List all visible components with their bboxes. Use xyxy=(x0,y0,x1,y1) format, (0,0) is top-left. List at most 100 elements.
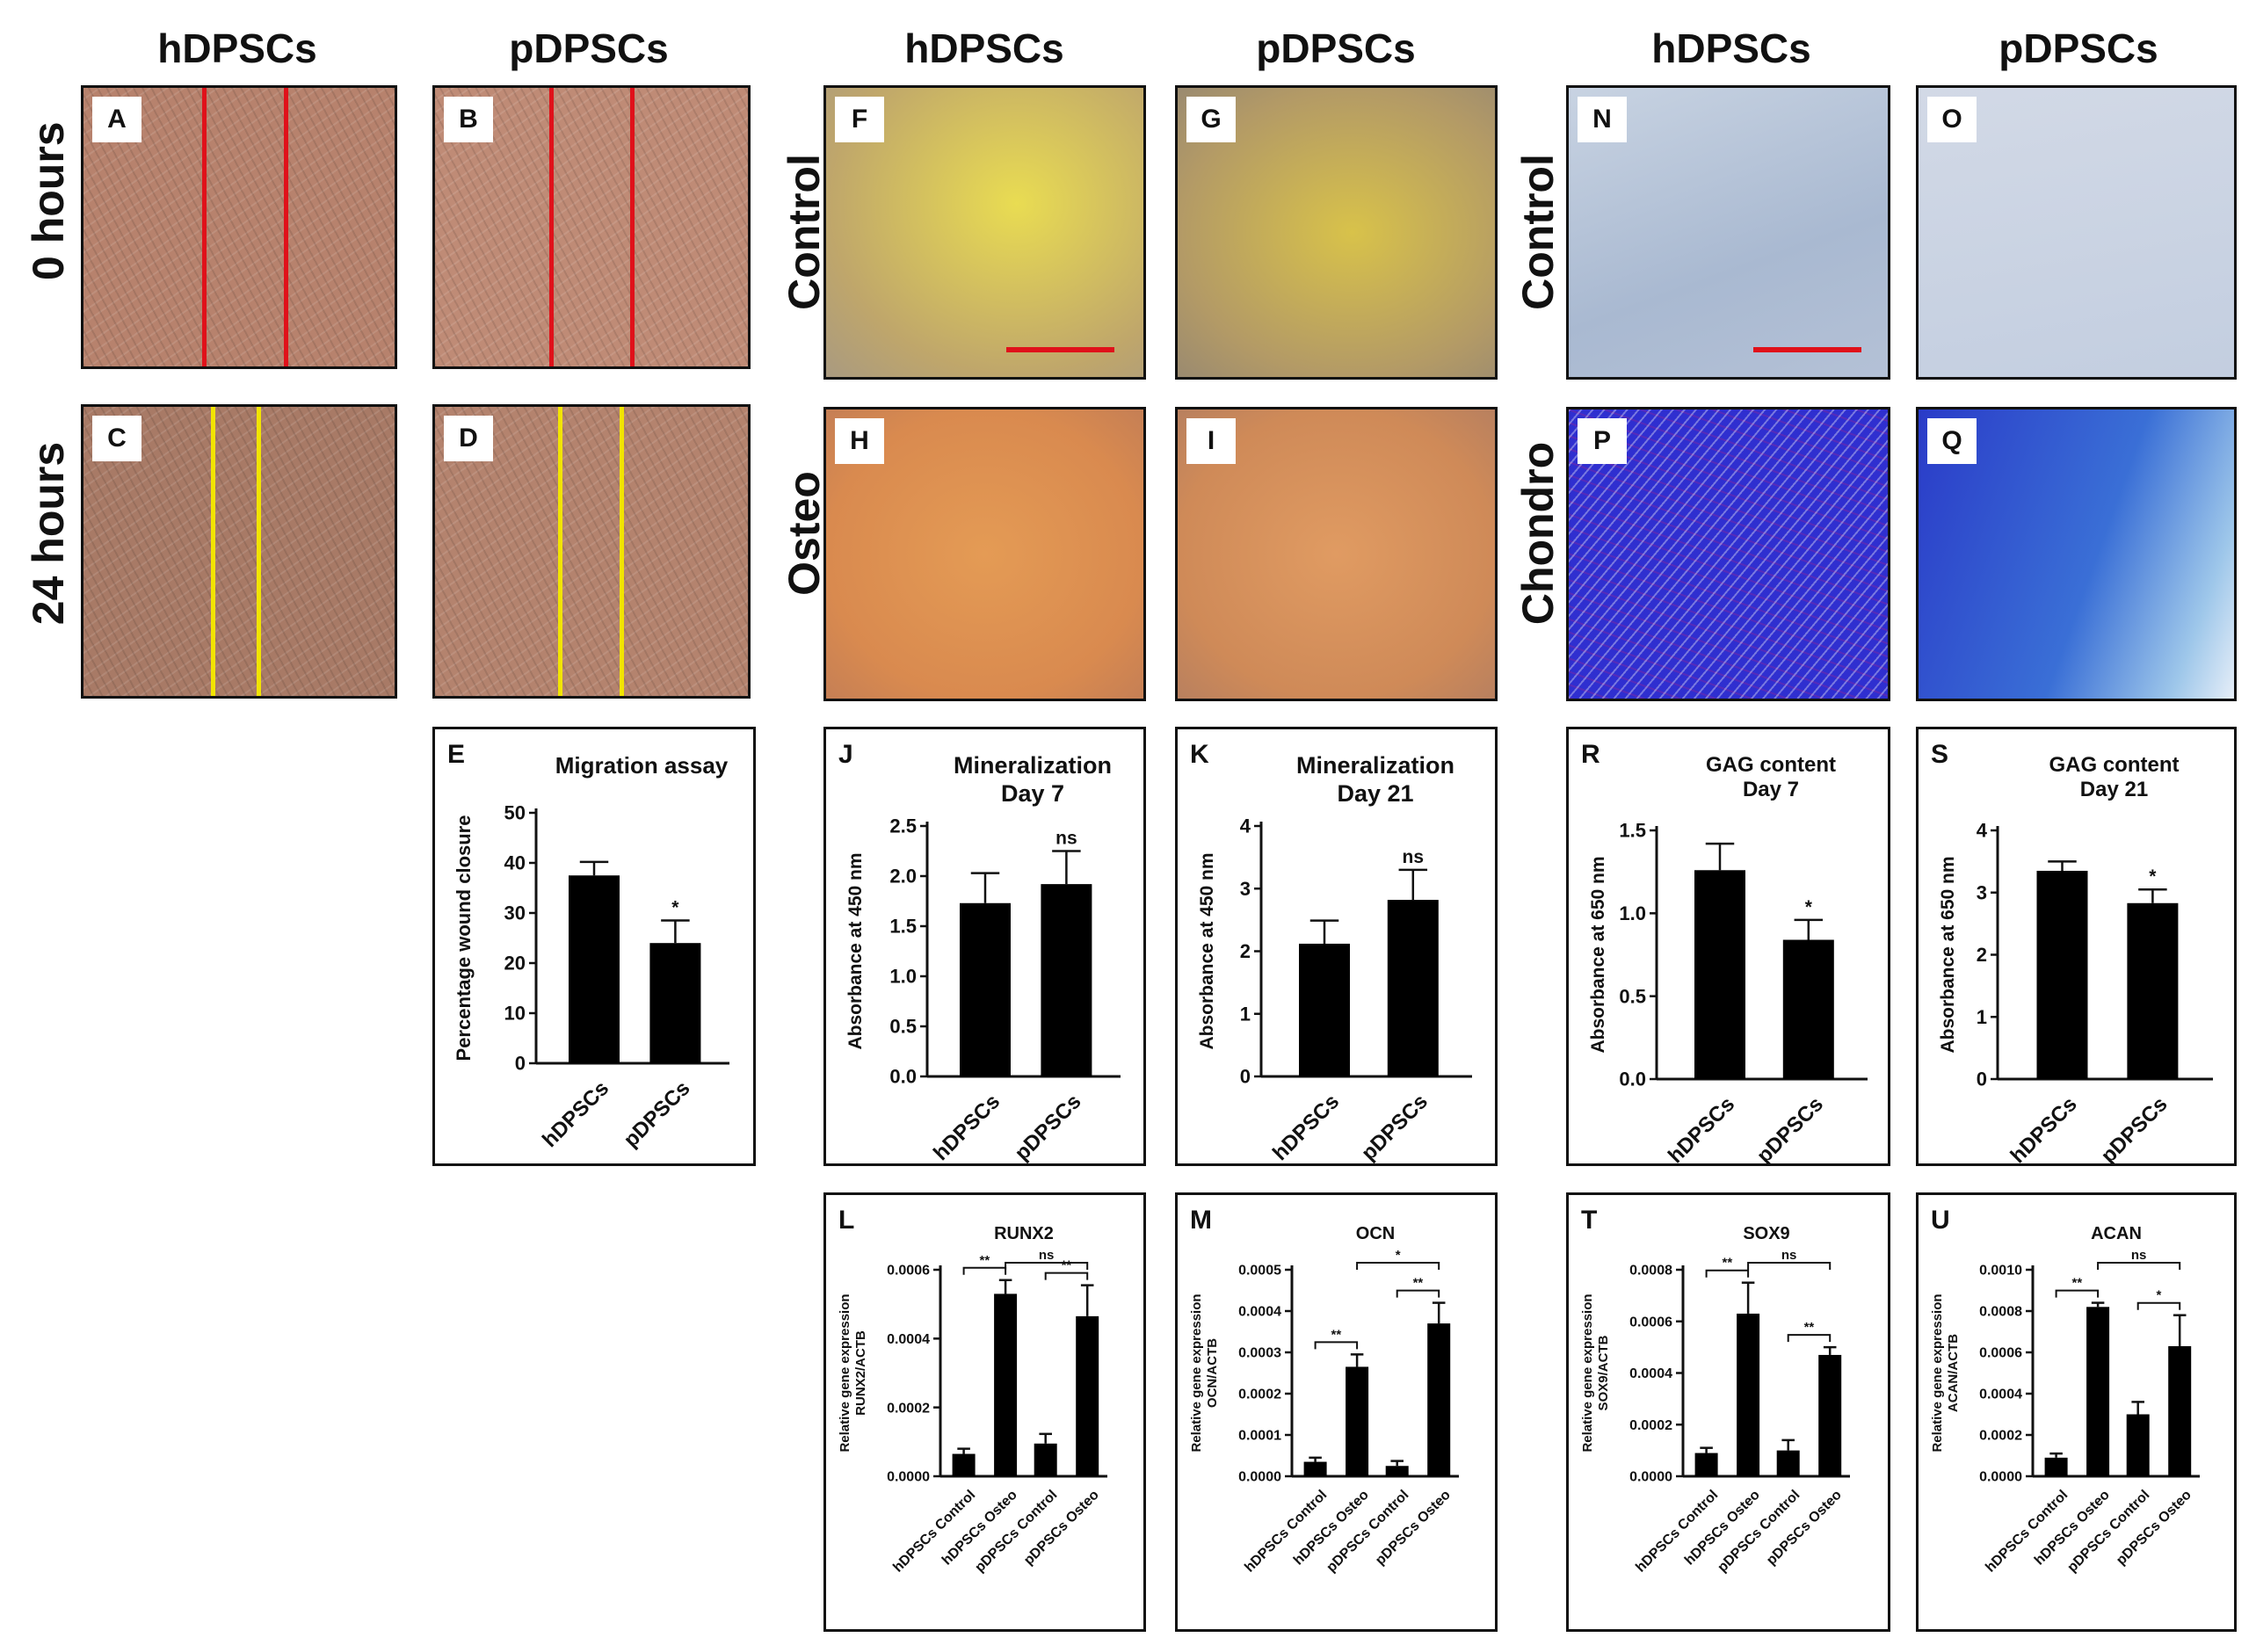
x-tick-label: pDPSCs Osteo xyxy=(2114,1488,2194,1569)
bar xyxy=(1303,1461,1327,1476)
panel-letter: A xyxy=(92,97,141,142)
y-tick-label: 0.0008 xyxy=(1629,1264,1672,1279)
panel-letter: E xyxy=(447,740,466,769)
significance-bracket xyxy=(1005,1262,1089,1270)
panel-letter: U xyxy=(1931,1206,1950,1235)
chart-panel-r: R GAG content Day 7 0.0 0.5 1.0 1.5 Absorbance … xyxy=(1566,727,1890,1166)
chart-panel-l: L RUNX2 0.0000 0.0002 0.0004 0.0006 Relative g… xyxy=(823,1192,1146,1632)
panel-letter: F xyxy=(835,97,884,142)
y-tick-label: 0.0004 xyxy=(887,1332,930,1347)
y-axis-label: Absorbance at 450 nm xyxy=(845,852,866,1049)
significance-label: ** xyxy=(2072,1276,2083,1291)
y-tick-label: 1.5 xyxy=(1619,820,1646,842)
y-tick-label: 0 xyxy=(1240,1066,1251,1088)
row-label-control-osteo: Control xyxy=(780,154,829,310)
significance-label: ** xyxy=(1413,1276,1424,1291)
chart-title: GAG content xyxy=(2049,753,2180,777)
x-tick-label: hDPSCs xyxy=(1268,1090,1344,1163)
chart-svg: ACAN 0.0000 0.0002 0.0004 0.0006 0.0008 0.0010… xyxy=(1930,1224,2200,1576)
panel-letter: I xyxy=(1186,418,1236,464)
y-tick-label: 1.0 xyxy=(1619,902,1646,924)
y-tick-label: 0.0010 xyxy=(1979,1264,2022,1279)
x-tick-label: hDPSCs xyxy=(929,1090,1005,1163)
y-tick-label: 0.0006 xyxy=(1629,1315,1672,1330)
chart-title: SOX9 xyxy=(1743,1224,1789,1243)
significance-label: * xyxy=(2157,1288,2162,1303)
chart-panel-s: S GAG content Day 21 0 1 2 3 4 Absorbance at 650… xyxy=(1916,727,2237,1166)
panel-letter: C xyxy=(92,416,141,461)
significance-label: ** xyxy=(1331,1327,1342,1342)
y-tick-label: 1.5 xyxy=(889,916,917,938)
micrograph-d: D xyxy=(432,404,751,699)
significance-bracket xyxy=(1787,1334,1832,1343)
significance-label: * xyxy=(671,898,679,918)
significance-label: ** xyxy=(1804,1320,1815,1335)
y-axis-label: Absorbance at 450 nm xyxy=(1197,852,1217,1049)
bar xyxy=(1818,1354,1842,1476)
row-label-control-chondro: Control xyxy=(1513,154,1563,310)
chart-panel-e: E Migration assay 0 10 20 30 40 50 Percentage wo… xyxy=(432,727,756,1166)
x-tick-label: pDPSCs xyxy=(1010,1090,1085,1163)
x-tick-label: pDPSCs Osteo xyxy=(1764,1488,1845,1569)
scale-bar xyxy=(1753,347,1861,352)
bar xyxy=(2086,1307,2110,1476)
panel-letter: Q xyxy=(1927,418,1977,464)
header-pdpscs-osteo: pDPSCs xyxy=(1256,25,1416,71)
chart-title: Day 7 xyxy=(1001,780,1064,807)
chart-title: ACAN xyxy=(2091,1224,2142,1243)
bar xyxy=(1737,1313,1760,1476)
panel-letter: R xyxy=(1581,740,1600,769)
y-axis-label: OCN/ACTB xyxy=(1205,1338,1220,1408)
y-axis-label: SOX9/ACTB xyxy=(1596,1335,1611,1410)
y-tick-label: 0.0002 xyxy=(1979,1429,2022,1444)
x-tick-label: hDPSCs xyxy=(1664,1092,1739,1163)
chart-panel-t: T SOX9 0.0000 0.0002 0.0004 0.0006 0.0008 Relat… xyxy=(1566,1192,1890,1632)
y-tick-label: 0.0006 xyxy=(1979,1346,2022,1361)
x-tick-label: pDPSCs Osteo xyxy=(1021,1488,1102,1569)
significance-bracket xyxy=(1705,1269,1750,1278)
y-tick-label: 0.0000 xyxy=(887,1470,930,1485)
y-tick-label: 0.0006 xyxy=(887,1264,930,1279)
header-hdpscs-chondro: hDPSCs xyxy=(1651,25,1811,71)
significance-label: * xyxy=(1805,897,1813,917)
y-tick-label: 0.0002 xyxy=(887,1401,930,1416)
significance-label: ** xyxy=(1062,1258,1072,1273)
y-axis-label: Relative gene expression xyxy=(1189,1293,1204,1452)
panel-letter: O xyxy=(1927,97,1977,142)
wound-edge-line xyxy=(620,407,624,696)
bar xyxy=(569,875,620,1063)
chart-panel-m: M OCN 0.0000 0.0001 0.0002 0.0003 0.0004 0.0005… xyxy=(1175,1192,1498,1632)
significance-bracket xyxy=(2097,1262,2181,1270)
y-tick-label: 0.5 xyxy=(889,1016,917,1038)
x-tick-label: pDPSCs xyxy=(1752,1092,1828,1163)
chart-title: GAG content xyxy=(1706,753,1836,777)
wound-edge-line xyxy=(284,88,288,366)
panel-letter: G xyxy=(1186,97,1236,142)
y-tick-label: 30 xyxy=(504,902,526,924)
micrograph-h: H xyxy=(823,407,1146,701)
x-tick-label: pDPSCs Osteo xyxy=(1373,1488,1454,1569)
header-hdpscs-migration: hDPSCs xyxy=(157,25,317,71)
bar xyxy=(1387,900,1439,1076)
wound-edge-line xyxy=(202,88,207,366)
y-axis-label: Relative gene expression xyxy=(838,1293,852,1452)
panel-letter: B xyxy=(444,97,493,142)
y-tick-label: 50 xyxy=(504,802,526,824)
wound-edge-line xyxy=(630,88,635,366)
bar xyxy=(1776,1450,1800,1476)
y-tick-label: 0.0000 xyxy=(1979,1470,2022,1485)
y-tick-label: 3 xyxy=(1977,881,1987,903)
chart-title: RUNX2 xyxy=(994,1224,1054,1243)
bar xyxy=(1694,1453,1718,1476)
significance-label: ns xyxy=(1055,829,1077,849)
y-tick-label: 0.0 xyxy=(1619,1069,1646,1090)
bar xyxy=(994,1293,1018,1476)
chart-title: Day 7 xyxy=(1743,778,1799,801)
y-axis-label: Percentage wound closure xyxy=(453,815,475,1061)
significance-bracket xyxy=(2136,1301,2181,1310)
wound-edge-line xyxy=(257,407,261,696)
bar xyxy=(1385,1466,1409,1476)
x-tick-label: pDPSCs xyxy=(619,1076,694,1152)
y-tick-label: 0.0003 xyxy=(1238,1346,1281,1361)
